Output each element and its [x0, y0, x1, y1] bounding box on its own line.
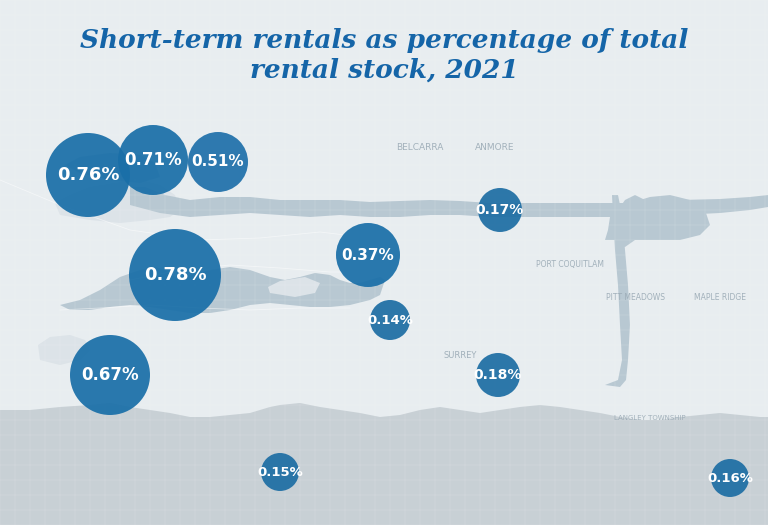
Text: 0.71%: 0.71%	[124, 151, 182, 169]
Circle shape	[46, 133, 130, 217]
Polygon shape	[605, 195, 710, 240]
Circle shape	[711, 459, 749, 497]
Text: PITT MEADOWS: PITT MEADOWS	[605, 293, 664, 302]
Text: Short-term rentals as percentage of total
rental stock, 2021: Short-term rentals as percentage of tota…	[80, 28, 688, 83]
Circle shape	[336, 223, 400, 287]
Polygon shape	[0, 0, 155, 310]
Circle shape	[70, 335, 150, 415]
Circle shape	[129, 229, 221, 321]
Text: 0.14%: 0.14%	[367, 313, 413, 327]
Text: 0.78%: 0.78%	[144, 266, 207, 284]
Text: ANMORE: ANMORE	[475, 143, 515, 152]
Polygon shape	[0, 0, 768, 420]
Polygon shape	[0, 0, 768, 245]
Polygon shape	[65, 153, 160, 183]
Circle shape	[478, 188, 522, 232]
Polygon shape	[38, 335, 90, 365]
Polygon shape	[615, 195, 650, 247]
Circle shape	[261, 453, 299, 491]
Text: 0.15%: 0.15%	[257, 466, 303, 478]
Text: 0.18%: 0.18%	[474, 368, 522, 382]
Polygon shape	[268, 277, 320, 297]
Text: 0.76%: 0.76%	[57, 166, 119, 184]
Polygon shape	[60, 267, 385, 313]
Text: 0.37%: 0.37%	[342, 247, 395, 262]
Text: MAPLE RIDGE: MAPLE RIDGE	[694, 293, 746, 302]
Circle shape	[476, 353, 520, 397]
Circle shape	[188, 132, 248, 192]
Polygon shape	[55, 180, 180, 223]
Text: SURREY: SURREY	[443, 351, 477, 360]
Polygon shape	[605, 195, 630, 387]
Circle shape	[370, 300, 410, 340]
Text: LANGLEY TOWNSHIP: LANGLEY TOWNSHIP	[614, 415, 686, 421]
Text: 0.51%: 0.51%	[192, 154, 244, 170]
Text: PORT COQUITLAM: PORT COQUITLAM	[536, 260, 604, 269]
Text: 0.67%: 0.67%	[81, 366, 139, 384]
Polygon shape	[130, 187, 768, 217]
Text: BELCARRA: BELCARRA	[396, 143, 444, 152]
Circle shape	[118, 125, 188, 195]
Text: 0.16%: 0.16%	[707, 471, 753, 485]
Text: 0.17%: 0.17%	[476, 203, 524, 217]
